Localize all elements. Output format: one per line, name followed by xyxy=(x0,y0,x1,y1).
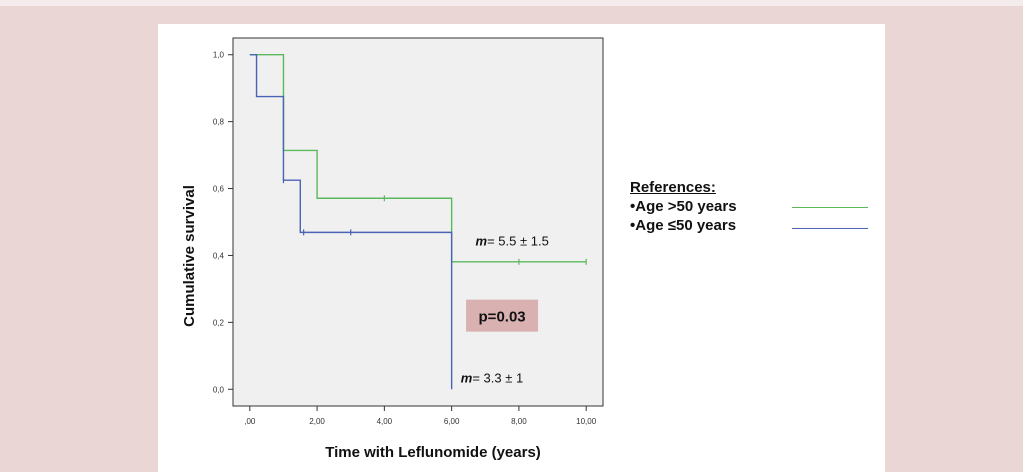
y-axis-label: Cumulative survival xyxy=(181,185,198,327)
y-tick-label: 0,2 xyxy=(213,318,225,327)
median-label-0: m= 5.5 ± 1.5 xyxy=(476,233,549,248)
median-value: = 3.3 ± 1 xyxy=(472,371,523,386)
legend: References: •Age >50 years •Age ≤50 year… xyxy=(630,178,868,235)
y-tick-label: 1,0 xyxy=(213,51,225,60)
median-symbol: m xyxy=(461,371,473,386)
legend-swatch-age-under-50 xyxy=(792,228,868,229)
x-tick-label: 2,00 xyxy=(309,417,325,426)
x-tick-label: 6,00 xyxy=(444,417,460,426)
legend-label-age-under-50: •Age ≤50 years xyxy=(630,217,737,234)
legend-item-age-under-50: •Age ≤50 years xyxy=(630,216,868,235)
y-tick-label: 0,0 xyxy=(213,385,225,394)
legend-swatch-age-over-50 xyxy=(792,207,868,208)
x-tick-label: 8,00 xyxy=(511,417,527,426)
y-tick-label: 0,4 xyxy=(213,251,225,260)
figure-card: 0,0 0,2 0,4 0,6 0,8 1,0 ,00 2,00 4,00 6,00 8,00 10,… xyxy=(158,24,885,472)
legend-title: References: xyxy=(630,179,716,196)
median-value: = 5.5 ± 1.5 xyxy=(487,233,549,248)
legend-label-age-over-50: •Age >50 years xyxy=(630,198,737,215)
plot-area xyxy=(232,37,604,407)
top-band xyxy=(0,0,1023,6)
x-tick-label: ,00 xyxy=(244,417,256,426)
y-tick-label: 0,8 xyxy=(213,118,225,127)
survival-chart: 0,0 0,2 0,4 0,6 0,8 1,0 ,00 2,00 4,00 6,00 8,00 10,… xyxy=(181,37,604,461)
pvalue-box xyxy=(466,299,539,332)
x-tick-label: 10,00 xyxy=(576,417,597,426)
median-label-1: m= 3.3 ± 1 xyxy=(461,371,523,386)
median-symbol: m xyxy=(476,233,488,248)
y-tick-label: 0,6 xyxy=(213,185,225,194)
legend-item-age-over-50: •Age >50 years xyxy=(630,197,868,216)
x-tick-label: 4,00 xyxy=(377,417,393,426)
pvalue-label: p=0.03 xyxy=(479,309,526,326)
x-axis-label: Time with Leflunomide (years) xyxy=(325,444,541,461)
